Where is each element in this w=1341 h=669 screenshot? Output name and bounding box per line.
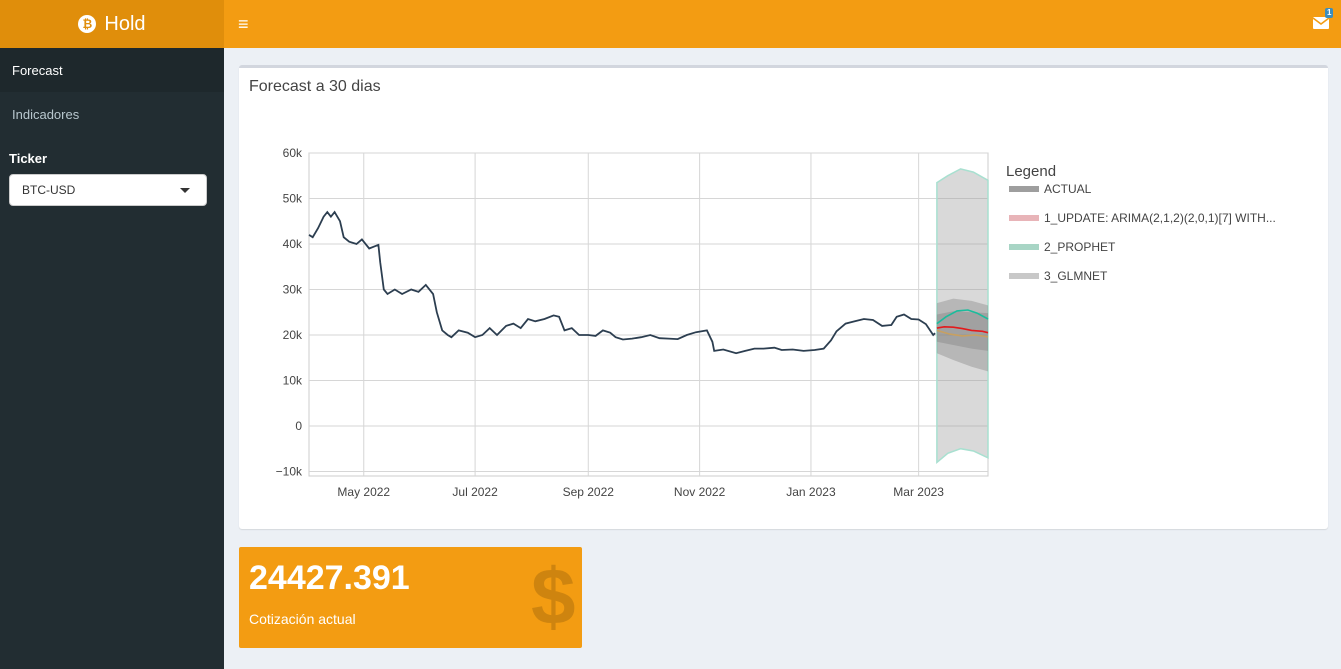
notifications-badge: 1 bbox=[1325, 8, 1334, 18]
x-tick-label: Jul 2022 bbox=[452, 485, 498, 499]
top-navbar: ₿ Hold ≡ 1 bbox=[0, 0, 1341, 48]
forecast-box: Forecast a 30 dias 60k 50k 40k 30k 20k 10k 0 −1… bbox=[239, 65, 1328, 529]
dollar-icon: $ bbox=[531, 552, 576, 641]
caret-down-icon bbox=[180, 187, 190, 193]
series-line-3-glmnet bbox=[936, 329, 989, 338]
y-tick-label: 0 bbox=[295, 419, 302, 433]
y-tick-label: 50k bbox=[283, 191, 303, 205]
legend-label: ACTUAL bbox=[1044, 182, 1092, 196]
app-logo[interactable]: ₿ Hold bbox=[0, 0, 224, 48]
price-value-box: 24427.391 Cotización actual $ bbox=[239, 547, 582, 648]
forecast-chart[interactable]: 60k 50k 40k 30k 20k 10k 0 −10k May 2022 Jul 2022 S… bbox=[239, 68, 1328, 529]
x-tick-label: Nov 2022 bbox=[674, 485, 726, 499]
legend-title: Legend bbox=[1006, 163, 1056, 180]
ticker-select[interactable]: BTC-USD bbox=[9, 174, 207, 206]
current-price-label: Cotización actual bbox=[249, 611, 356, 627]
bitcoin-icon: ₿ bbox=[78, 15, 97, 33]
y-tick-label: 20k bbox=[283, 328, 303, 342]
y-tick-label: −10k bbox=[276, 464, 303, 478]
legend-swatch bbox=[1009, 215, 1039, 221]
current-price-value: 24427.391 bbox=[249, 559, 410, 597]
legend-label: 3_GLMNET bbox=[1044, 269, 1108, 283]
y-tick-label: 30k bbox=[283, 282, 303, 296]
sidebar: Forecast Indicadores Ticker BTC-USD bbox=[0, 48, 224, 669]
x-tick-label: Jan 2023 bbox=[786, 485, 836, 499]
series-line-1-update-arima-2-1-2-2-0-1-7-with- bbox=[936, 325, 989, 334]
ticker-label: Ticker bbox=[9, 151, 48, 166]
legend-swatch bbox=[1009, 186, 1039, 192]
envelope-icon[interactable] bbox=[1313, 16, 1329, 30]
forecast-box-title: Forecast a 30 dias bbox=[249, 78, 381, 95]
series-line-2-prophet bbox=[936, 309, 989, 325]
legend-label: 2_PROPHET bbox=[1044, 240, 1116, 254]
plot-area bbox=[308, 152, 989, 477]
app-title: Hold bbox=[104, 12, 146, 35]
ticker-select-value: BTC-USD bbox=[22, 183, 76, 197]
x-tick-label: Sep 2022 bbox=[563, 485, 615, 499]
sidebar-item-indicadores[interactable]: Indicadores bbox=[12, 106, 80, 122]
confidence-band-2-prophet bbox=[936, 168, 989, 465]
legend-label: 1_UPDATE: ARIMA(2,1,2)(2,0,1)[7] WITH... bbox=[1044, 211, 1276, 225]
x-tick-label: Mar 2023 bbox=[893, 485, 944, 499]
confidence-band-3-glmnet bbox=[936, 298, 988, 372]
series-line-actual bbox=[308, 210, 936, 355]
y-tick-label: 10k bbox=[283, 373, 303, 387]
legend-swatch bbox=[1009, 244, 1039, 250]
y-tick-label: 60k bbox=[283, 146, 303, 160]
menu-toggle-icon[interactable]: ≡ bbox=[238, 14, 249, 34]
legend-swatch bbox=[1009, 273, 1039, 279]
x-tick-label: May 2022 bbox=[337, 485, 390, 499]
y-tick-label: 40k bbox=[283, 237, 303, 251]
sidebar-item-forecast[interactable]: Forecast bbox=[0, 48, 224, 92]
confidence-band-1-update-arima-2-1-2-2-0-1-7-with- bbox=[936, 311, 988, 351]
